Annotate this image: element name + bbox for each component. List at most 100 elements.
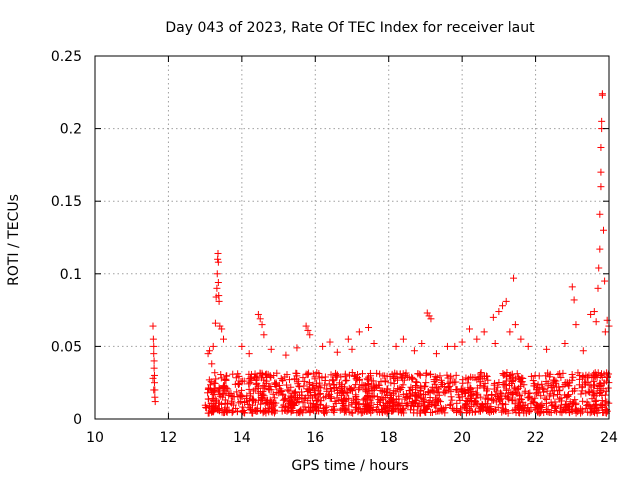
data-point — [582, 404, 590, 412]
data-point — [370, 386, 378, 394]
data-point — [498, 408, 506, 416]
data-point — [295, 382, 303, 390]
data-point — [246, 392, 254, 400]
data-point — [150, 364, 158, 372]
data-point — [557, 374, 565, 382]
data-point — [574, 369, 582, 377]
data-point — [427, 370, 435, 378]
data-point — [564, 392, 572, 400]
data-point — [399, 390, 407, 398]
y-tick-label: 0.25 — [51, 49, 82, 65]
data-point — [219, 391, 227, 399]
data-point — [448, 396, 456, 404]
data-point — [306, 407, 314, 415]
data-point — [370, 392, 378, 400]
data-point — [362, 385, 370, 393]
data-point — [259, 409, 267, 417]
data-point — [313, 379, 321, 387]
data-point — [433, 389, 441, 397]
data-point — [204, 395, 212, 403]
data-point — [424, 403, 432, 411]
data-point — [511, 400, 519, 408]
data-point — [354, 408, 362, 416]
data-point — [412, 392, 420, 400]
data-point — [546, 408, 554, 416]
data-point — [530, 399, 538, 407]
data-point — [214, 279, 222, 287]
data-point — [519, 402, 527, 410]
data-point — [334, 387, 342, 395]
data-point — [495, 396, 503, 404]
data-point — [365, 393, 373, 401]
data-point — [343, 376, 351, 384]
data-point — [579, 372, 587, 380]
data-point — [241, 399, 249, 407]
data-point — [321, 373, 329, 381]
data-point — [212, 375, 220, 383]
data-point — [245, 350, 253, 358]
data-point — [265, 382, 273, 390]
data-point — [329, 377, 337, 385]
data-point — [596, 372, 604, 380]
data-point — [383, 372, 391, 380]
data-point — [258, 393, 266, 401]
data-point — [260, 331, 268, 339]
data-point — [222, 372, 230, 380]
data-point — [377, 377, 385, 385]
data-point — [502, 297, 510, 305]
data-point — [201, 401, 209, 409]
data-point — [544, 379, 552, 387]
data-point — [586, 409, 594, 417]
data-point — [463, 397, 471, 405]
data-point — [218, 400, 226, 408]
data-point — [533, 408, 541, 416]
data-point — [378, 394, 386, 402]
data-point — [390, 405, 398, 413]
data-point — [341, 372, 349, 380]
x-tick-label: 10 — [86, 430, 104, 446]
data-point — [282, 351, 290, 359]
data-point — [382, 404, 390, 412]
data-point — [412, 382, 420, 390]
data-point — [522, 407, 530, 415]
data-point — [601, 328, 609, 336]
data-point — [253, 379, 261, 387]
data-point — [410, 402, 418, 410]
data-point — [344, 389, 352, 397]
data-point — [601, 398, 609, 406]
data-point — [486, 409, 494, 417]
data-point — [456, 396, 464, 404]
data-point — [461, 403, 469, 411]
data-point — [544, 408, 552, 416]
data-point — [555, 387, 563, 395]
data-point — [524, 394, 532, 402]
data-point — [505, 381, 513, 389]
data-point — [543, 387, 551, 395]
data-point — [422, 369, 430, 377]
data-point — [221, 387, 229, 395]
data-point — [515, 409, 523, 417]
data-point — [537, 392, 545, 400]
data-point — [517, 395, 525, 403]
data-point — [477, 403, 485, 411]
data-point — [588, 395, 596, 403]
data-point — [595, 264, 603, 272]
data-point — [489, 313, 497, 321]
data-point — [598, 117, 606, 125]
data-point — [476, 382, 484, 390]
data-point — [433, 374, 441, 382]
data-point — [499, 302, 507, 310]
y-tick-label: 0 — [73, 412, 82, 428]
data-point — [439, 380, 447, 388]
data-point — [221, 376, 229, 384]
data-point — [221, 396, 229, 404]
data-point — [325, 380, 333, 388]
data-point — [519, 374, 527, 382]
data-point — [240, 377, 248, 385]
data-point — [281, 373, 289, 381]
data-point — [281, 395, 289, 403]
data-point — [352, 404, 360, 412]
data-point — [535, 388, 543, 396]
data-point — [408, 375, 416, 383]
data-point — [259, 382, 267, 390]
